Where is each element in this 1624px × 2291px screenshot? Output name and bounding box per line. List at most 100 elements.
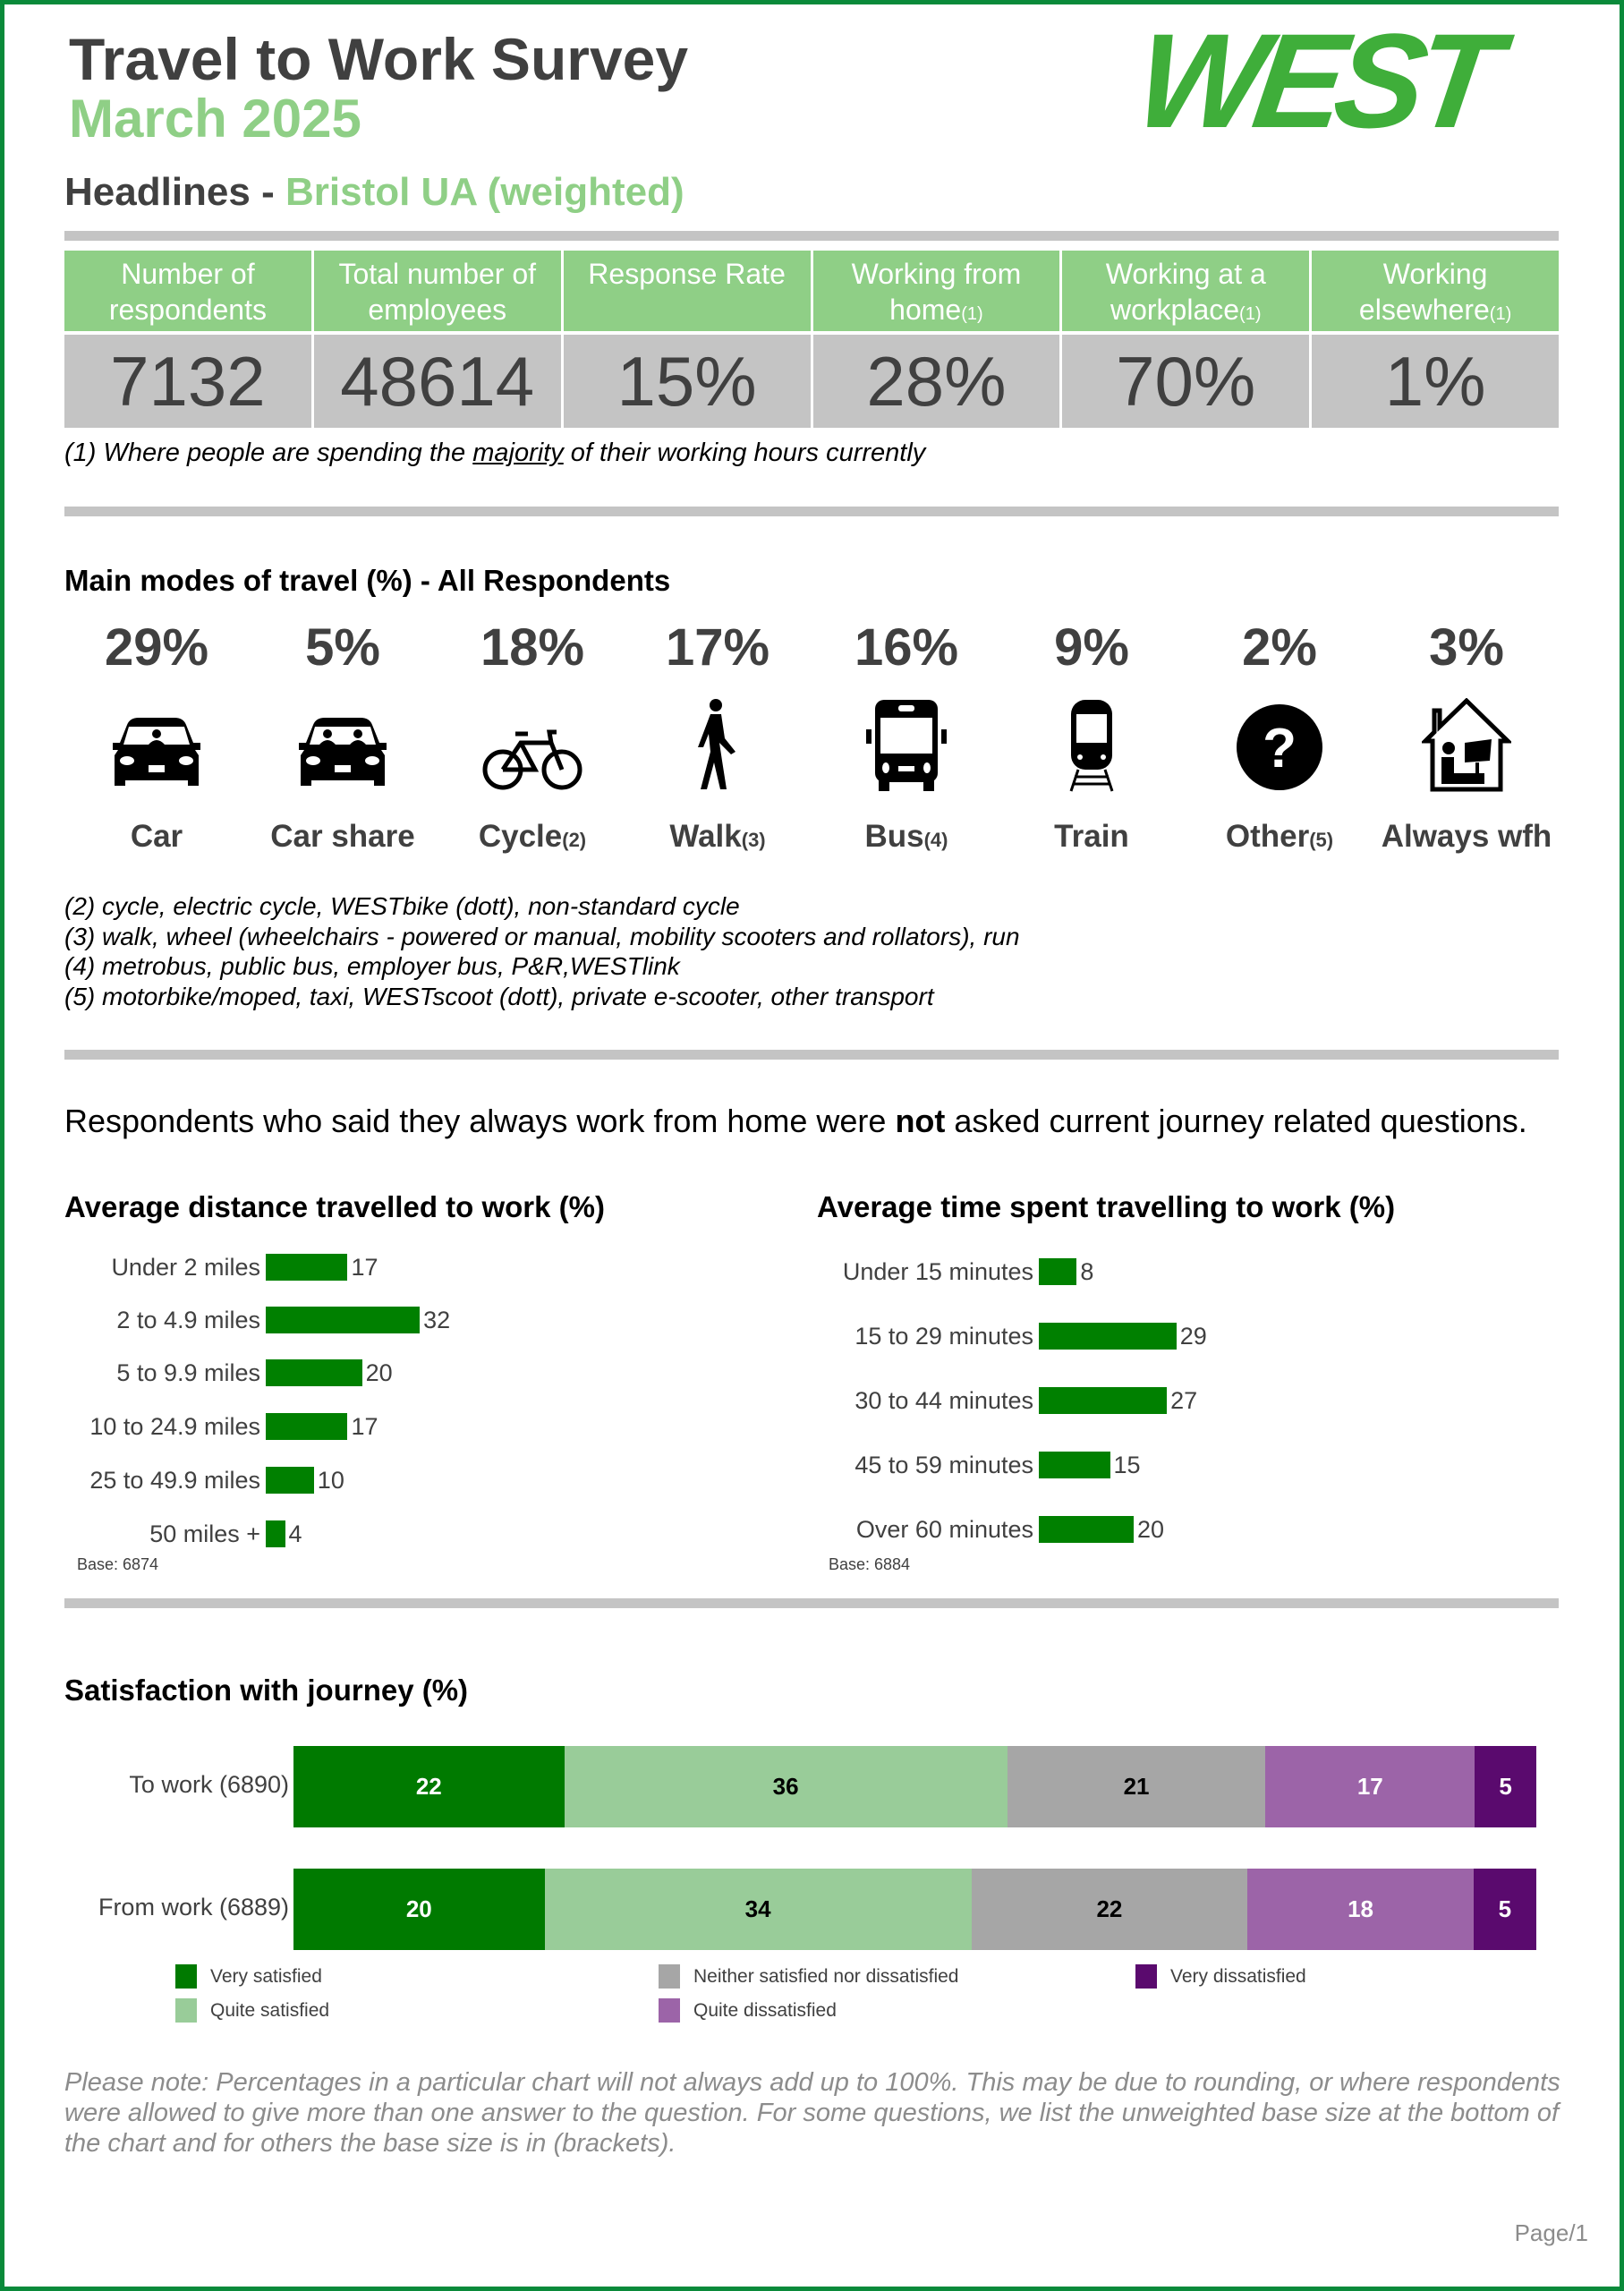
legend-swatch (659, 1964, 680, 1989)
legend-item: Very satisfied (175, 1964, 322, 1989)
stacked-segment: 17 (1265, 1746, 1475, 1827)
footnote-3: (3) walk, wheel (wheelchairs - powered o… (64, 922, 1020, 950)
stat-value: 7132 (64, 335, 311, 428)
mode-item: 29% Car (67, 617, 246, 855)
bar-row: 2 to 4.9 miles 32 (0, 1307, 1624, 1333)
mode-percentage: 5% (305, 618, 380, 677)
stat-header: Working at a workplace(1) (1062, 251, 1310, 331)
mode-item: 3% Always wfh (1377, 617, 1556, 855)
bar (266, 1413, 348, 1440)
divider (64, 507, 1559, 516)
mode-label-text: Car (130, 819, 183, 854)
divider (64, 231, 1559, 241)
legend-item: Neither satisfied nor dissatisfied (659, 1964, 958, 1989)
bar (266, 1254, 348, 1281)
bar-value-label: 10 (317, 1467, 344, 1494)
bar-value-label: 17 (351, 1413, 378, 1440)
mode-percentage: 29% (104, 618, 209, 677)
legend-item: Very dissatisfied (1135, 1964, 1306, 1989)
bar-category-label: Over 60 minutes (855, 1516, 1033, 1543)
stacked-segment: 5 (1475, 1746, 1536, 1827)
mode-item: 16% Bus(4) (817, 617, 996, 855)
please-note: Please note: Percentages in a particular… (64, 2068, 1560, 2158)
mode-label-text: Other (1225, 819, 1310, 854)
stat-label: Working from home (851, 258, 1022, 326)
bicycle-icon (443, 694, 622, 792)
mode-label-text: Bus (864, 819, 924, 854)
stat-value: 1% (1312, 335, 1559, 428)
stat-header: Number of respondents (64, 251, 311, 331)
mode-footnotes: (2) cycle, electric cycle, WESTbike (dot… (64, 891, 1020, 1011)
stat-label: Total number of employees (338, 258, 537, 326)
bar-value-label: 27 (1170, 1387, 1198, 1414)
mode-label-note: (5) (1309, 829, 1334, 851)
legend-label: Very dissatisfied (1170, 1965, 1306, 1987)
legend-label: Neither satisfied nor dissatisfied (693, 1965, 959, 1987)
mode-label: Other(5) (1190, 819, 1369, 855)
mode-percentage: 16% (854, 618, 959, 677)
bar-category-label: 15 to 29 minutes (855, 1323, 1033, 1350)
mode-label-text: Cycle (478, 819, 563, 854)
bar-category-label: 2 to 4.9 miles (116, 1307, 260, 1333)
bar (266, 1307, 421, 1333)
svg-text:?: ? (1263, 718, 1297, 779)
stacked-bar-row: 22 36 21 17 5 (293, 1746, 1536, 1827)
mode-label-text: Walk (669, 819, 742, 854)
car-icon (67, 694, 246, 792)
page-number: Page/1 (1514, 2219, 1588, 2246)
bar-row: 50 miles + 4 (0, 1520, 1624, 1547)
bar-category-label: Under 2 miles (111, 1254, 260, 1281)
stat-label: Working at a workplace (1105, 258, 1266, 326)
distance-chart-title: Average distance travelled to work (%) (64, 1190, 605, 1223)
stacked-segment: 20 (293, 1869, 545, 1950)
bar (1039, 1452, 1110, 1478)
legend-swatch (175, 1964, 197, 1989)
footnote-5: (5) motorbike/moped, taxi, WESTscoot (do… (64, 982, 934, 1010)
footnote-4: (4) metrobus, public bus, employer bus, … (64, 952, 680, 980)
stat-value: 48614 (313, 335, 561, 428)
car-share-icon (253, 694, 432, 792)
mode-percentage: 9% (1054, 618, 1129, 677)
home-working-icon (1377, 694, 1556, 792)
mode-label: Cycle(2) (443, 819, 622, 855)
mode-percentage: 18% (480, 618, 585, 677)
stacked-segment: 22 (293, 1746, 565, 1827)
bar-row: 10 to 24.9 miles 17 (0, 1413, 1624, 1440)
mode-item: 2%? Other(5) (1190, 617, 1369, 855)
stat-value: 28% (812, 335, 1060, 428)
wfh-statement: Respondents who said they always work fr… (64, 1103, 1527, 1140)
mode-label-note: (2) (562, 829, 587, 851)
footnote-text: (1) Where people are spending the (64, 439, 473, 467)
mode-item: 18% Cycle(2) (443, 617, 622, 855)
footnote-underlined: majority (472, 439, 564, 467)
headlines-heading: Headlines - Bristol UA (weighted) (64, 170, 684, 215)
bar (1039, 1323, 1177, 1350)
statement-bold: not (895, 1103, 946, 1139)
west-logo: WEST (1127, 5, 1501, 156)
footnote-2: (2) cycle, electric cycle, WESTbike (dot… (64, 892, 740, 920)
stat-header: Response Rate (563, 251, 811, 331)
stat-label: Working elsewhere (1358, 258, 1490, 326)
legend-item: Quite dissatisfied (659, 1998, 837, 2023)
mode-label: Train (1002, 819, 1181, 855)
bar-row: Under 2 miles 17 (0, 1254, 1624, 1281)
mode-label-text: Always wfh (1381, 819, 1552, 854)
bar-row: 25 to 49.9 miles 10 (0, 1467, 1624, 1494)
mode-label-text: Train (1054, 819, 1129, 854)
page-subtitle: March 2025 (69, 89, 361, 149)
stat-header: Total number of employees (313, 251, 561, 331)
bar-category-label: Under 15 minutes (842, 1258, 1033, 1285)
headlines-area: Bristol UA (weighted) (285, 170, 684, 214)
stacked-row-label: From work (6889) (98, 1894, 289, 1921)
footnote-text: of their working hours currently (563, 439, 926, 467)
stat-label: Response Rate (588, 258, 786, 290)
bar-category-label: 45 to 59 minutes (855, 1452, 1033, 1478)
headlines-prefix: Headlines - (64, 170, 285, 214)
legend-label: Quite dissatisfied (693, 1999, 837, 2021)
bar (266, 1467, 314, 1494)
bar-row: Over 60 minutes 20 (0, 1516, 1624, 1543)
headline-stats-table: Number of respondents 7132 Total number of… (64, 251, 1559, 428)
bar-row: 15 to 29 minutes 29 (0, 1323, 1624, 1350)
legend-swatch (659, 1998, 680, 2023)
bar-value-label: 20 (1137, 1516, 1165, 1543)
